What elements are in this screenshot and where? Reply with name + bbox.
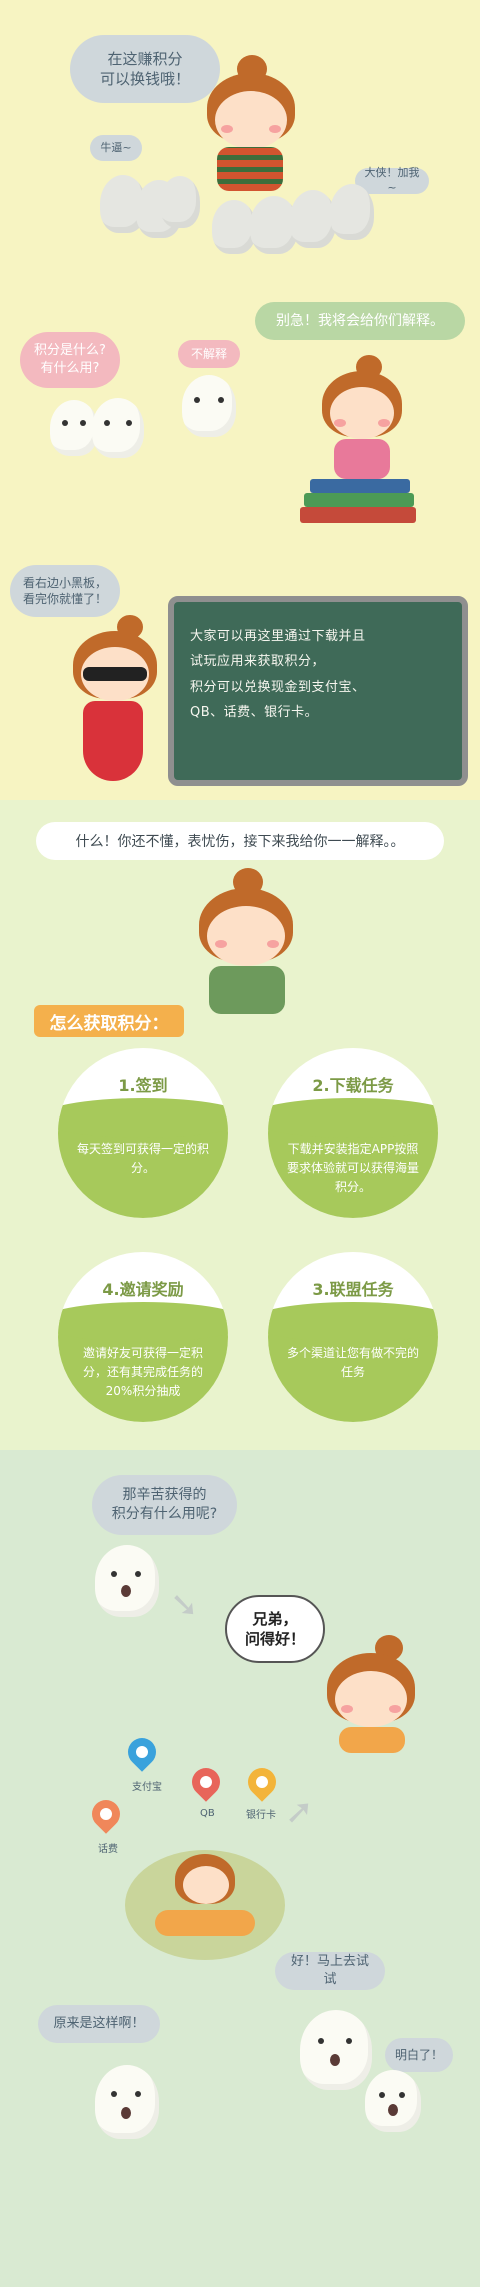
ghost-asking xyxy=(95,1545,159,1617)
arrow-down-left-icon: ➚ xyxy=(285,1792,314,1832)
ghost-crowd-4 xyxy=(212,200,256,254)
phone-bill-label: 话费 xyxy=(98,1844,118,1855)
ghost-smirk xyxy=(182,375,236,437)
girl-sunglasses-illustration xyxy=(55,615,165,785)
explanation-banner: 什么！你还不懂，表忧伤，接下来我给你一一解释。。 xyxy=(36,822,444,860)
ghost-curious-1 xyxy=(50,400,98,456)
ghost-curious-2 xyxy=(92,398,144,458)
speech-bubble-question: 积分是什么? 有什么用? xyxy=(20,332,120,388)
speech-bubble-main: 在这赚积分 可以换钱哦！ xyxy=(70,35,220,103)
method-card-download: 2.下载任务 下载并安装指定APP按照要求体验就可以获得海量积分。 xyxy=(268,1048,438,1218)
method-card-invite: 4.邀请奖励 邀请好友可获得一定积分，还有其完成任务的20%积分抽成 xyxy=(58,1252,228,1422)
ghost-crowd-3 xyxy=(160,176,200,228)
speech-bubble-add-me: 大侠！加我~ xyxy=(355,166,429,194)
how-to-earn-title: 怎么获取积分： xyxy=(34,1005,184,1037)
blackboard: 大家可以再这里通过下载并且 试玩应用来获取积分， 积分可以兑换现金到支付宝、 Q… xyxy=(168,596,468,786)
girl-on-books-illustration xyxy=(300,355,420,525)
method-desc: 每天签到可获得一定的积分。 xyxy=(76,1142,209,1176)
girl-pointing-illustration xyxy=(185,868,305,1018)
ghost-realizing xyxy=(95,2065,159,2139)
speech-bubble-got-it: 明白了！ xyxy=(385,2038,453,2072)
method-title: 4.邀请奖励 xyxy=(102,1280,184,1299)
ghost-crowd-7 xyxy=(330,184,374,240)
ghost-crowd-6 xyxy=(290,190,336,248)
speech-bubble-niubi: 牛逼~ xyxy=(90,135,142,161)
method-desc: 邀请好友可获得一定积分，还有其完成任务的20%积分抽成 xyxy=(82,1346,203,1399)
method-card-alliance: 3.联盟任务 多个渠道让您有做不完的任务 xyxy=(268,1252,438,1422)
method-title: 3.联盟任务 xyxy=(312,1280,394,1299)
method-desc: 下载并安装指定APP按照要求体验就可以获得海量积分。 xyxy=(286,1142,419,1195)
speech-bubble-i-see: 原来是这样啊！ xyxy=(38,2005,160,2043)
speech-bubble-good-question: 兄弟， 问得好！ xyxy=(225,1595,325,1663)
alipay-label: 支付宝 xyxy=(132,1782,162,1793)
girl-glasses-illustration xyxy=(305,1635,425,1755)
speech-bubble-what-use: 那辛苦获得的 积分有什么用呢? xyxy=(92,1475,237,1535)
ghost-excited-big xyxy=(300,2010,372,2090)
speech-bubble-try-now: 好！马上去试试 xyxy=(275,1952,385,1990)
method-card-signin: 1.签到 每天签到可获得一定的积分。 xyxy=(58,1048,228,1218)
method-title: 1.签到 xyxy=(118,1076,168,1095)
section-intro: 在这赚积分 可以换钱哦！ 牛逼~ 大侠！加我~ xyxy=(0,0,480,800)
method-desc: 多个渠道让您有做不完的任务 xyxy=(286,1346,419,1380)
girl-jumping-illustration xyxy=(175,55,325,195)
speech-bubble-blackboard: 看右边小黑板， 看完你就懂了！ xyxy=(10,565,120,617)
method-title: 2.下载任务 xyxy=(312,1076,394,1095)
girl-relaxing-illustration xyxy=(125,1830,285,1960)
speech-bubble-explain: 别急！我将会给你们解释。 xyxy=(255,302,465,340)
speech-bubble-dont-explain: 不解释 xyxy=(178,340,240,368)
arrow-right-icon: ➘ xyxy=(170,1585,199,1625)
ghost-excited-small xyxy=(365,2070,421,2132)
qb-label: QB xyxy=(200,1808,215,1819)
bank-card-label: 银行卡 xyxy=(246,1810,276,1821)
